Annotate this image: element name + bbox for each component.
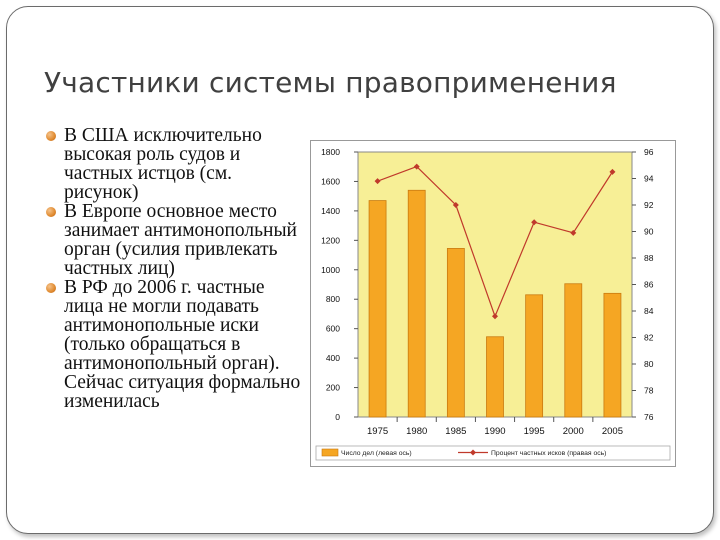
line-point: [492, 313, 498, 320]
right-tick-label: 80: [644, 359, 654, 369]
x-tick-label: 2005: [602, 426, 623, 437]
x-tick-label: 1985: [445, 426, 466, 437]
bullet-list: В США исключительно высокая роль судов и…: [46, 126, 308, 411]
right-tick-label: 82: [644, 333, 654, 343]
legend-label: Число дел (левая ось): [341, 450, 412, 457]
left-tick-label: 1400: [321, 206, 340, 216]
line-point: [570, 229, 577, 236]
x-tick-label: 1990: [484, 426, 505, 437]
left-tick-label: 400: [326, 353, 340, 363]
slide-title: Участники системы правоприменения: [44, 66, 617, 99]
x-tick-label: 1975: [367, 426, 388, 437]
right-tick-label: 76: [644, 412, 654, 422]
chart-container: 0 200 400 600 800 1000 1200 1400 1600 1800 76 78 80 8…: [310, 140, 682, 468]
bullet-text: В США исключительно высокая роль судов и…: [64, 125, 262, 203]
left-tick-label: 1000: [321, 265, 340, 275]
legend-swatch-marker: [470, 449, 476, 456]
bar: [603, 292, 622, 418]
bar: [407, 189, 426, 418]
bullet-dot-icon: [46, 207, 56, 217]
bullet-dot-icon: [46, 283, 56, 293]
right-tick-label: 90: [644, 227, 654, 237]
left-tick-label: 600: [326, 324, 340, 334]
legend-box: [315, 445, 671, 461]
line-point: [531, 219, 538, 226]
bullet-item: В Европе основное место занимает антимон…: [46, 202, 308, 278]
legend-swatch-bars: [321, 448, 339, 457]
line-point: [413, 163, 420, 170]
line-point: [452, 202, 459, 208]
left-tick-label: 800: [326, 294, 340, 304]
legend-label: Процент частных исков (правая ось): [491, 450, 606, 457]
bullet-text: В РФ до 2006 г. частные лица не могли по…: [64, 277, 301, 412]
bar: [525, 294, 544, 418]
x-tick-label: 1980: [406, 426, 427, 437]
right-tick-label: 86: [644, 280, 654, 290]
bullet-item: В США исключительно высокая роль судов и…: [46, 126, 308, 202]
right-tick-label: 92: [644, 200, 654, 210]
bar: [368, 200, 387, 418]
left-tick-label: 0: [335, 412, 340, 422]
plot-area: [357, 151, 633, 418]
bullet-item: В РФ до 2006 г. частные лица не могли по…: [46, 278, 308, 411]
x-tick-label: 1995: [524, 426, 545, 437]
x-tick-label: 2000: [563, 426, 584, 437]
right-tick-label: 96: [644, 147, 654, 157]
bar: [486, 336, 504, 418]
left-tick-label: 1600: [321, 176, 340, 186]
right-tick-label: 94: [644, 174, 654, 184]
left-tick-label: 1800: [321, 147, 340, 157]
bar: [564, 283, 583, 418]
right-tick-label: 78: [644, 386, 654, 396]
line-point: [374, 178, 381, 185]
bullet-text: В Европе основное место занимает антимон…: [64, 201, 297, 279]
bar: [446, 248, 465, 418]
left-tick-label: 200: [326, 383, 340, 393]
combo-chart: 0 200 400 600 800 1000 1200 1400 1600 1800 76 78 80 8…: [310, 140, 676, 467]
left-tick-label: 1200: [321, 235, 340, 245]
right-tick-label: 88: [644, 253, 654, 263]
line-point: [609, 168, 616, 175]
bullet-dot-icon: [46, 131, 56, 141]
right-tick-label: 84: [644, 306, 654, 316]
